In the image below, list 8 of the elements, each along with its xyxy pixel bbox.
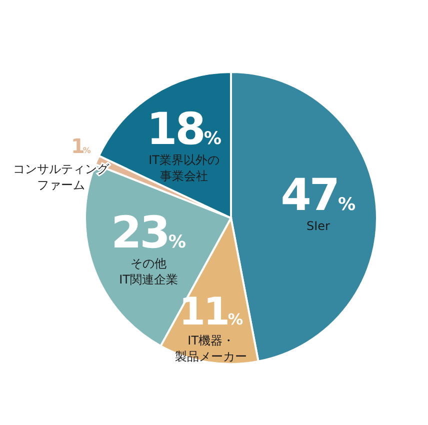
data-label: 47% (280, 170, 356, 221)
slice-label: その他IT関連企業 (119, 256, 178, 287)
data-label: 1% (70, 134, 91, 158)
slice-label: IT業界以外の事業会社 (148, 153, 220, 184)
data-label: 23% (111, 208, 186, 259)
data-label: 11% (179, 290, 244, 334)
slice-label: SIer (306, 218, 330, 233)
data-label: 18% (146, 104, 222, 156)
